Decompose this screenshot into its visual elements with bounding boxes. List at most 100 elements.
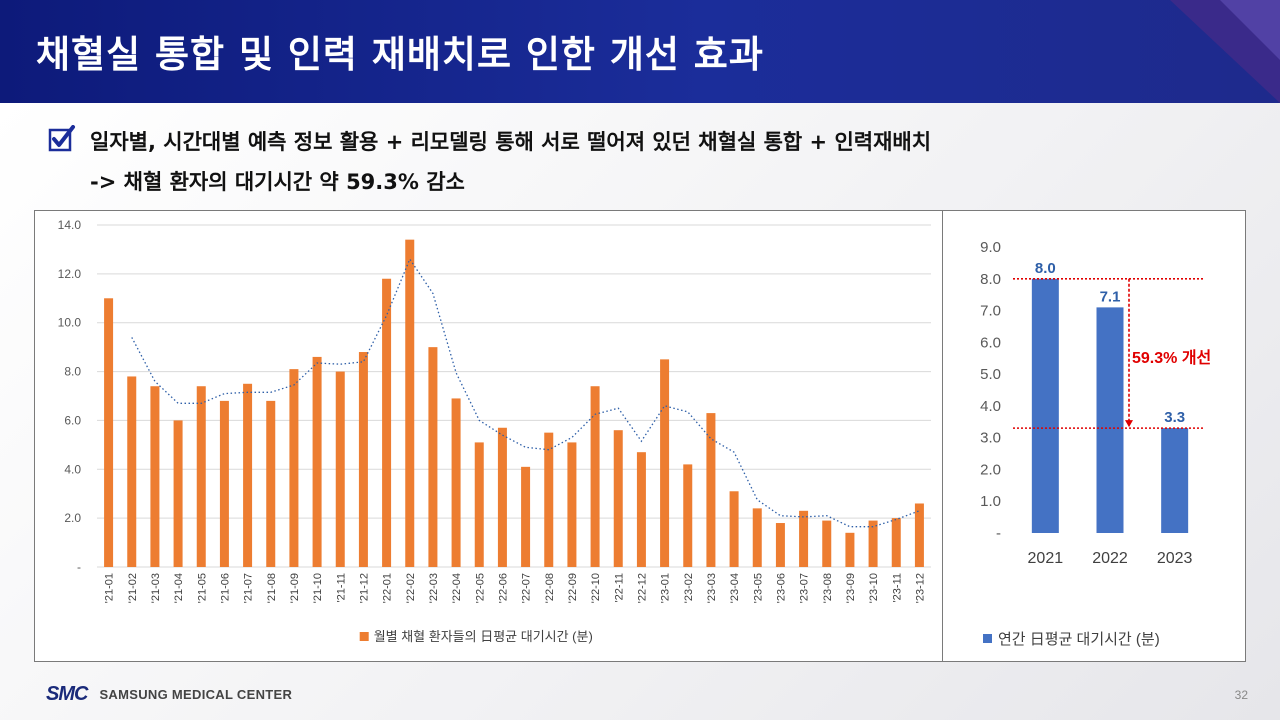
bar-'22-09 [567, 442, 577, 567]
bar-'23-01 [660, 359, 670, 567]
x-tick-label: '23-11 [891, 573, 903, 602]
y-tick-label: 4.0 [980, 398, 1001, 415]
y-tick-label: 1.0 [980, 493, 1001, 510]
page-number: 32 [1234, 688, 1248, 702]
bar-'23-12 [914, 503, 924, 567]
x-tick-label: '21-07 [243, 573, 255, 603]
y-tick-label: 8.0 [64, 365, 81, 379]
bar-'21-08 [266, 400, 276, 567]
arrow-head-icon [1125, 420, 1133, 428]
x-tick-label: '23-10 [868, 573, 880, 603]
moving-average-trendline [131, 257, 920, 528]
bar-'21-09 [289, 369, 299, 567]
x-tick-label: '23-02 [683, 573, 695, 603]
y-tick-label: 9.0 [980, 239, 1001, 256]
y-tick-label: 8.0 [980, 271, 1001, 288]
bar-'23-04 [729, 491, 739, 567]
y-tick-label: 6.0 [980, 334, 1001, 351]
legend-label: 월별 채혈 환자들의 日평균 대기시간 (분) [374, 629, 593, 644]
bar-'23-03 [706, 413, 716, 567]
bar-'23-07 [799, 510, 809, 567]
x-tick-label: '23-12 [914, 573, 926, 603]
bar-'22-12 [636, 452, 646, 567]
y-tick-label: 12.0 [58, 267, 82, 281]
y-tick-label: 4.0 [64, 462, 81, 476]
x-tick-label: '23-03 [706, 573, 718, 603]
bar-'21-12 [358, 352, 368, 567]
y-tick-label: 3.0 [980, 430, 1001, 447]
x-tick-label: '22-08 [544, 573, 556, 603]
x-tick-label: '22-05 [474, 573, 486, 603]
x-tick-label: '23-05 [752, 573, 764, 603]
bar-'22-04 [451, 398, 461, 567]
data-label: 7.1 [1100, 288, 1121, 305]
bar-2023 [1161, 428, 1189, 533]
monthly-chart-panel: - 2.0 4.0 6.0 8.0 10.0 12.0 14.0 '21-01 '21-02 '21… [34, 210, 944, 662]
x-tick-label: '22-03 [428, 573, 440, 603]
bar-'22-02 [405, 239, 415, 567]
data-label: 3.3 [1164, 409, 1185, 426]
footer-logo: SMC SAMSUNG MEDICAL CENTER [46, 683, 292, 705]
checkbox-icon [48, 125, 75, 152]
smc-logo: SMC [46, 682, 88, 705]
y-tick-label: - [996, 525, 1001, 542]
x-tick-label: '21-02 [127, 573, 139, 603]
x-tick-label: '23-06 [775, 573, 787, 603]
x-tick-label: '23-09 [845, 573, 857, 603]
bullet-text-1: 일자별, 시간대별 예측 정보 활용 + 리모델링 통해 서로 떨어져 있던 채… [90, 130, 932, 154]
x-tick-label: '22-02 [405, 573, 417, 603]
x-tick-label: '22-07 [521, 573, 533, 603]
x-tick-label: '21-04 [173, 573, 185, 603]
bar-'23-06 [775, 523, 785, 567]
x-tick-label: '23-04 [729, 573, 741, 603]
footer-brand-text: SAMSUNG MEDICAL CENTER [99, 686, 293, 702]
x-tick-label: 2021 [1028, 550, 1064, 567]
x-tick-label: '21-11 [335, 573, 347, 602]
bar-'22-08 [544, 432, 554, 567]
bar-'21-11 [335, 371, 345, 567]
bar-'21-02 [127, 376, 137, 567]
annual-chart-panel: - 1.0 2.0 3.0 4.0 5.0 6.0 7.0 8.0 9.0 8.0 2021 7.1 20… [942, 210, 1246, 662]
x-tick-label: '21-09 [289, 573, 301, 603]
x-tick-label: '22-12 [636, 573, 648, 603]
title-bar: 채혈실 통합 및 인력 재배치로 인한 개선 효과 [0, 0, 1280, 103]
bar-'21-07 [243, 383, 253, 567]
improvement-annotation: 59.3% 개선 [1132, 348, 1211, 367]
x-tick-label: '21-12 [358, 573, 370, 603]
y-tick-label: 10.0 [58, 316, 82, 330]
x-tick-label: '21-01 [104, 573, 116, 603]
bar-'21-10 [312, 356, 322, 567]
x-tick-label: 2022 [1092, 550, 1128, 567]
y-tick-label: 6.0 [64, 413, 81, 427]
x-tick-label: 2023 [1157, 550, 1193, 567]
x-tick-label: '23-01 [660, 573, 672, 603]
annual-wait-chart: - 1.0 2.0 3.0 4.0 5.0 6.0 7.0 8.0 9.0 8.0 2021 7.1 20… [980, 239, 1211, 648]
bar-'23-02 [683, 464, 693, 567]
bar-'21-05 [196, 386, 206, 567]
bar-'23-05 [752, 508, 762, 567]
x-tick-label: '21-05 [196, 573, 208, 603]
bar-2021 [1031, 278, 1059, 533]
monthly-wait-chart: - 2.0 4.0 6.0 8.0 10.0 12.0 14.0 '21-01 '21-02 '21… [58, 218, 931, 644]
bullet-text-2: -> 채혈 환자의 대기시간 약 59.3% 감소 [90, 170, 465, 194]
bar-'22-10 [590, 386, 600, 567]
x-tick-label: '22-09 [567, 573, 579, 603]
y-tick-label: 2.0 [980, 461, 1001, 478]
slide-title: 채혈실 통합 및 인력 재배치로 인한 개선 효과 [36, 33, 764, 76]
bar-'22-01 [382, 278, 392, 567]
x-tick-label: '22-01 [382, 573, 394, 603]
x-tick-label: '21-03 [150, 573, 162, 603]
x-tick-label: '21-10 [312, 573, 324, 603]
bar-'23-09 [845, 532, 855, 567]
bar-'23-10 [868, 520, 878, 567]
data-label: 8.0 [1035, 260, 1056, 277]
header-decoration-accent [1220, 0, 1280, 60]
bar-'22-06 [497, 427, 507, 567]
y-tick-label: 7.0 [980, 303, 1001, 320]
y-tick-label: 5.0 [980, 366, 1001, 383]
x-tick-label: '23-08 [822, 573, 834, 603]
bar-'22-07 [521, 466, 531, 567]
y-tick-label: 14.0 [58, 218, 82, 232]
bar-'21-06 [219, 400, 229, 567]
bar-'21-03 [150, 386, 160, 567]
